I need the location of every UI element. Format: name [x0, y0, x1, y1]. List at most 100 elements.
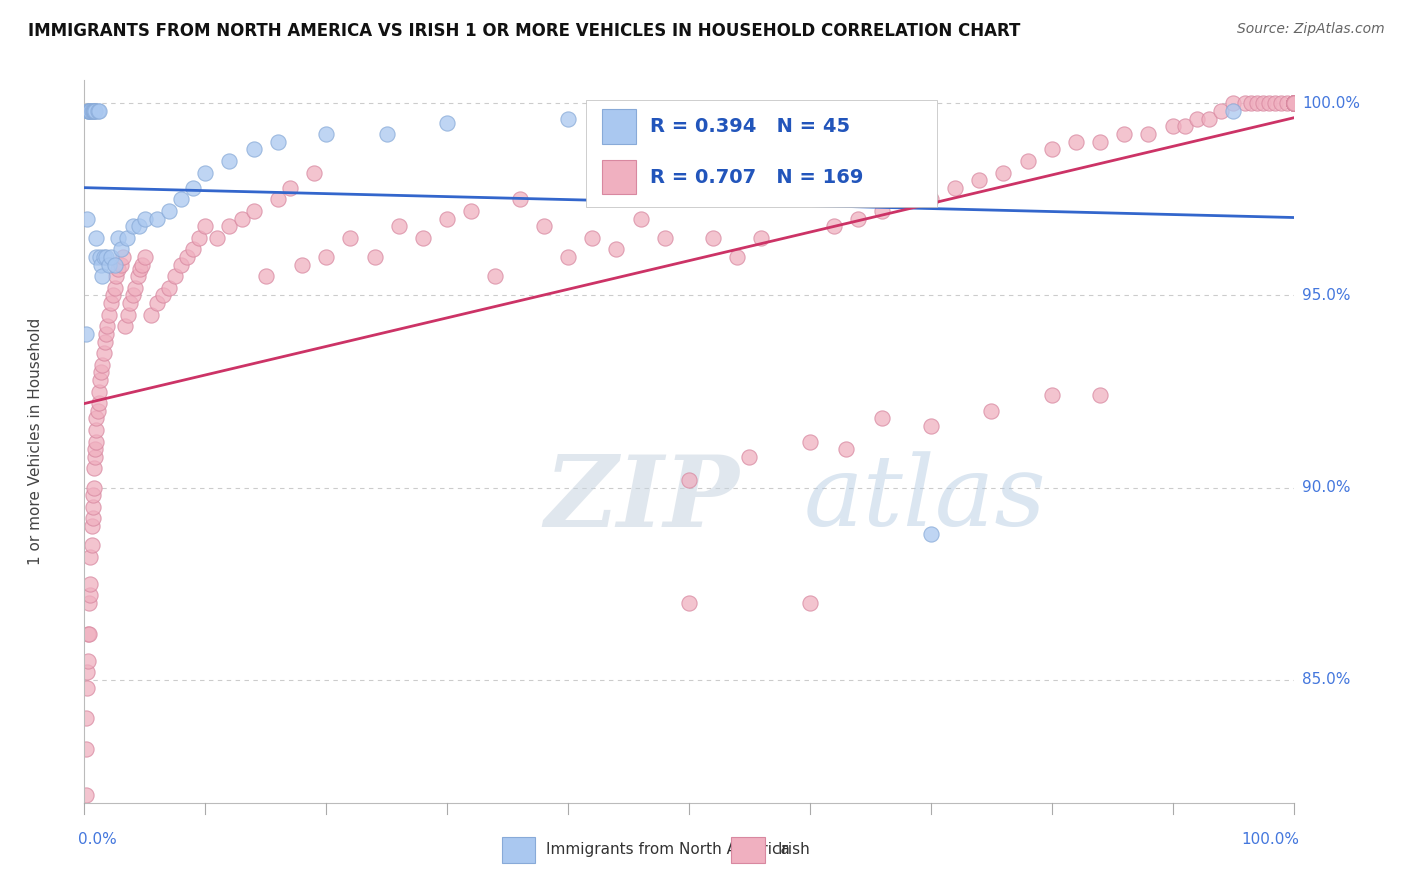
Point: [146, 296, 169, 310]
Point: [82, 511, 104, 525]
Point: [1270, 96, 1292, 111]
Point: [77, 626, 100, 640]
Point: [80, 103, 103, 118]
Point: [89, 250, 111, 264]
Point: [110, 243, 132, 257]
Point: [170, 193, 193, 207]
Point: [1088, 135, 1111, 149]
Point: [79, 576, 101, 591]
Point: [1114, 127, 1136, 141]
Point: [436, 211, 458, 226]
Point: [79, 588, 101, 602]
Point: [605, 243, 627, 257]
Point: [146, 211, 169, 226]
Point: [993, 165, 1015, 179]
Point: [1246, 96, 1268, 111]
Point: [823, 219, 845, 234]
Point: [702, 231, 724, 245]
Point: [94, 334, 117, 349]
Point: [1282, 96, 1305, 111]
Point: [363, 250, 385, 264]
Point: [93, 250, 115, 264]
Point: [97, 308, 120, 322]
Point: [291, 258, 314, 272]
Point: [1282, 96, 1305, 111]
Text: Source: ZipAtlas.com: Source: ZipAtlas.com: [1237, 22, 1385, 37]
Point: [315, 127, 337, 141]
Point: [79, 549, 101, 564]
Text: Irish: Irish: [778, 842, 810, 857]
Point: [846, 211, 869, 226]
Point: [75, 742, 97, 756]
Text: Immigrants from North America: Immigrants from North America: [547, 842, 790, 857]
Point: [678, 596, 700, 610]
Point: [920, 526, 942, 541]
Point: [87, 103, 110, 118]
Point: [86, 103, 108, 118]
Point: [83, 103, 105, 118]
Point: [84, 450, 107, 464]
Point: [1282, 96, 1305, 111]
Point: [1282, 96, 1305, 111]
Point: [82, 500, 104, 514]
Point: [1282, 96, 1305, 111]
Point: [1282, 96, 1305, 111]
Point: [231, 211, 253, 226]
Point: [80, 538, 103, 552]
Point: [86, 411, 108, 425]
Point: [91, 269, 114, 284]
Point: [1088, 388, 1111, 402]
Point: [1282, 96, 1305, 111]
Point: [484, 269, 506, 284]
Text: 85.0%: 85.0%: [1302, 673, 1350, 688]
Point: [1282, 96, 1305, 111]
Point: [82, 488, 104, 502]
Point: [1282, 96, 1305, 111]
Point: [194, 165, 217, 179]
Point: [1282, 96, 1305, 111]
Point: [920, 193, 942, 207]
Point: [242, 203, 264, 218]
Point: [1282, 96, 1305, 111]
Point: [315, 250, 337, 264]
Point: [835, 442, 858, 457]
Point: [157, 281, 180, 295]
Point: [97, 258, 120, 272]
Point: [120, 296, 142, 310]
Point: [77, 626, 100, 640]
Point: [80, 519, 103, 533]
Point: [181, 181, 204, 195]
Point: [557, 250, 579, 264]
Point: [139, 308, 162, 322]
Point: [131, 258, 153, 272]
Point: [1282, 96, 1305, 111]
Point: [980, 404, 1002, 418]
Point: [129, 261, 152, 276]
Point: [557, 112, 579, 126]
Point: [1282, 96, 1305, 111]
Point: [104, 281, 127, 295]
Point: [630, 211, 652, 226]
Point: [1174, 120, 1197, 134]
Point: [1282, 96, 1305, 111]
Point: [1282, 96, 1305, 111]
Point: [218, 219, 240, 234]
Point: [83, 461, 105, 475]
Point: [93, 346, 115, 360]
Point: [1282, 96, 1305, 111]
Point: [176, 250, 198, 264]
Point: [1040, 143, 1063, 157]
Point: [1185, 112, 1208, 126]
Point: [121, 288, 143, 302]
Point: [157, 203, 180, 218]
Point: [1282, 96, 1305, 111]
Point: [1137, 127, 1160, 141]
Point: [1282, 96, 1305, 111]
Point: [90, 258, 112, 272]
Point: [152, 288, 174, 302]
Point: [96, 319, 118, 334]
Point: [1282, 96, 1305, 111]
Point: [533, 219, 555, 234]
Point: [1258, 96, 1281, 111]
Point: [94, 250, 117, 264]
